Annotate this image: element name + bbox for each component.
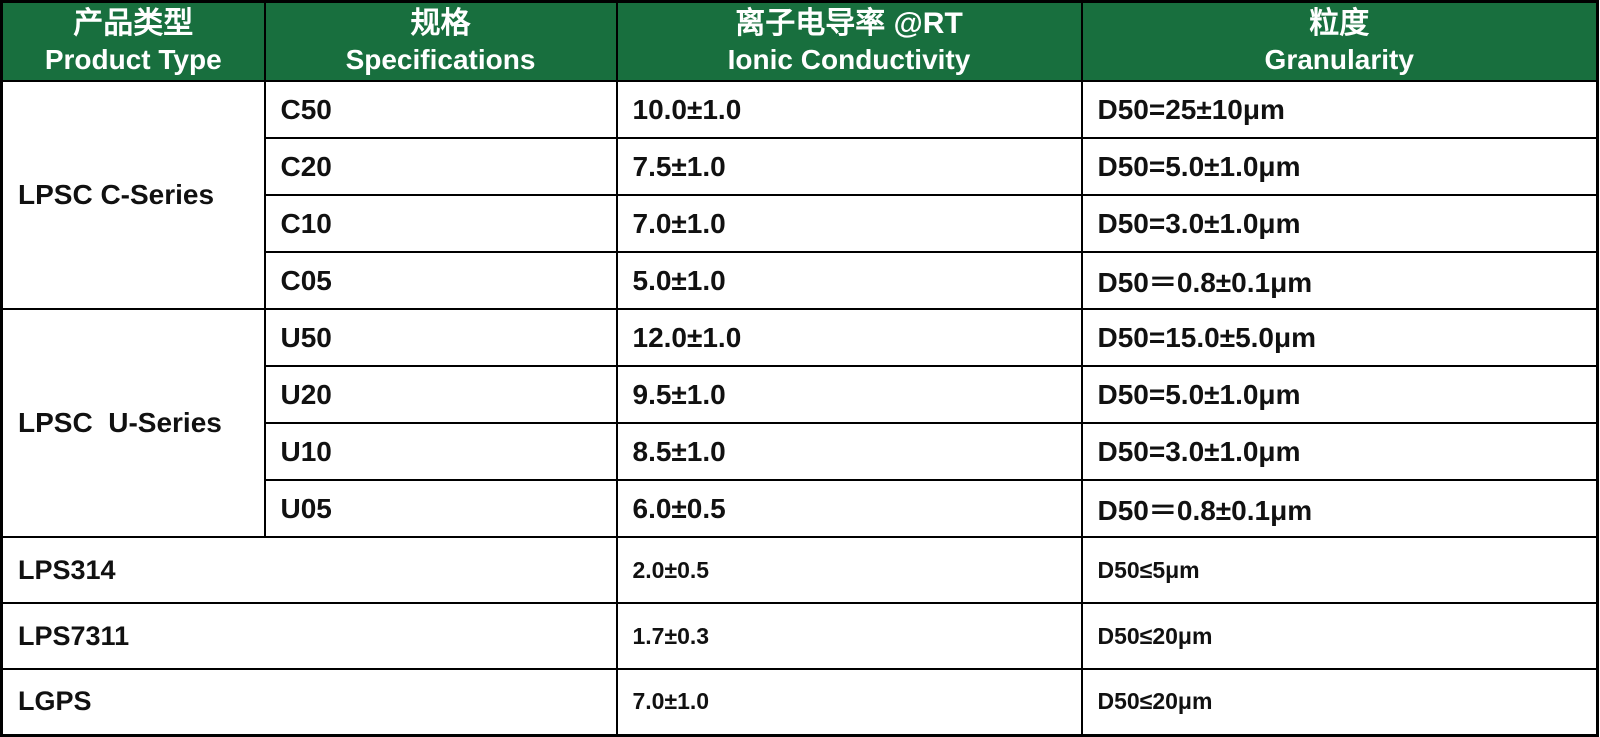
header-granularity: 粒度 Granularity xyxy=(1080,0,1599,82)
spec-cell: C50 xyxy=(263,80,618,139)
conductivity-cell: 9.5±1.0 xyxy=(615,365,1083,424)
header-ionic-conductivity-en: Ionic Conductivity xyxy=(727,44,971,75)
granularity-cell: D50≤20μm xyxy=(1080,602,1599,670)
header-ionic-conductivity: 离子电导率 @RT Ionic Conductivity xyxy=(615,0,1083,82)
spec-cell: C10 xyxy=(263,194,618,253)
granularity-cell: D50＝0.8±0.1μm xyxy=(1080,479,1599,538)
granularity-cell: D50≤5μm xyxy=(1080,536,1599,604)
table-row: C05 5.0±1.0 D50＝0.8±0.1μm xyxy=(2,251,1599,310)
spec-cell: U10 xyxy=(263,422,618,481)
granularity-cell: D50=3.0±1.0μm xyxy=(1080,194,1599,253)
conductivity-cell: 6.0±0.5 xyxy=(615,479,1083,538)
conductivity-cell: 7.0±1.0 xyxy=(615,194,1083,253)
header-granularity-en: Granularity xyxy=(1264,44,1414,75)
table-row: C10 7.0±1.0 D50=3.0±1.0μm xyxy=(2,194,1599,253)
granularity-cell: D50=3.0±1.0μm xyxy=(1080,422,1599,481)
spec-cell: U50 xyxy=(263,308,618,367)
table-body: LPSC C-Series C50 10.0±1.0 D50=25±10μm C… xyxy=(0,80,1599,736)
header-specifications: 规格 Specifications xyxy=(263,0,618,82)
header-row: 产品类型 Product Type 规格 Specifications 离子电导… xyxy=(0,0,1599,82)
product-cell: LPSC U-Series xyxy=(0,308,266,538)
granularity-cell: D50=5.0±1.0μm xyxy=(1080,365,1599,424)
spec-cell: U20 xyxy=(263,365,618,424)
header-product-type-en: Product Type xyxy=(44,44,222,75)
conductivity-cell: 10.0±1.0 xyxy=(615,80,1083,139)
product-cell: LPS314 xyxy=(0,536,618,604)
product-cell: LPS7311 xyxy=(0,602,618,670)
granularity-cell: D50≤20μm xyxy=(1080,668,1599,736)
granularity-cell: D50＝0.8±0.1μm xyxy=(1080,251,1599,310)
table-header: 产品类型 Product Type 规格 Specifications 离子电导… xyxy=(0,0,1599,82)
conductivity-cell: 8.5±1.0 xyxy=(615,422,1083,481)
spec-cell: U05 xyxy=(263,479,618,538)
header-product-type-zh: 产品类型 xyxy=(73,7,194,40)
conductivity-cell: 7.5±1.0 xyxy=(615,137,1083,196)
conductivity-cell: 7.0±1.0 xyxy=(615,668,1083,736)
table-row: LGPS 7.0±1.0 D50≤20μm xyxy=(0,668,1599,736)
table-row: LPSC U-Series U50 12.0±1.0 D50=15.0±5.0μ… xyxy=(0,308,1599,538)
granularity-cell: D50=15.0±5.0μm xyxy=(1080,308,1599,367)
table-row: U05 6.0±0.5 D50＝0.8±0.1μm xyxy=(2,479,1599,538)
conductivity-cell: 5.0±1.0 xyxy=(615,251,1083,310)
granularity-cell: D50=5.0±1.0μm xyxy=(1080,137,1599,196)
table-row: C20 7.5±1.0 D50=5.0±1.0μm xyxy=(2,137,1599,196)
header-specifications-en: Specifications xyxy=(345,44,536,75)
spec-cell: C05 xyxy=(263,251,618,310)
table-row: U10 8.5±1.0 D50=3.0±1.0μm xyxy=(2,422,1599,481)
header-specifications-zh: 规格 xyxy=(410,7,471,40)
conductivity-cell: 1.7±0.3 xyxy=(615,602,1083,670)
table-row: LPS314 2.0±0.5 D50≤5μm xyxy=(0,536,1599,604)
conductivity-cell: 12.0±1.0 xyxy=(615,308,1083,367)
header-granularity-zh: 粒度 xyxy=(1309,7,1370,40)
granularity-cell: D50=25±10μm xyxy=(1080,80,1599,139)
table-row: LPS7311 1.7±0.3 D50≤20μm xyxy=(0,602,1599,670)
table-row: LPSC C-Series C50 10.0±1.0 D50=25±10μm xyxy=(0,80,1599,310)
conductivity-cell: 2.0±0.5 xyxy=(615,536,1083,604)
table-row: U20 9.5±1.0 D50=5.0±1.0μm xyxy=(2,365,1599,424)
product-cell: LPSC C-Series xyxy=(0,80,266,310)
spec-cell: C20 xyxy=(263,137,618,196)
product-cell: LGPS xyxy=(0,668,618,736)
header-ionic-conductivity-zh: 离子电导率 @RT xyxy=(735,7,963,40)
header-product-type: 产品类型 Product Type xyxy=(0,0,266,82)
